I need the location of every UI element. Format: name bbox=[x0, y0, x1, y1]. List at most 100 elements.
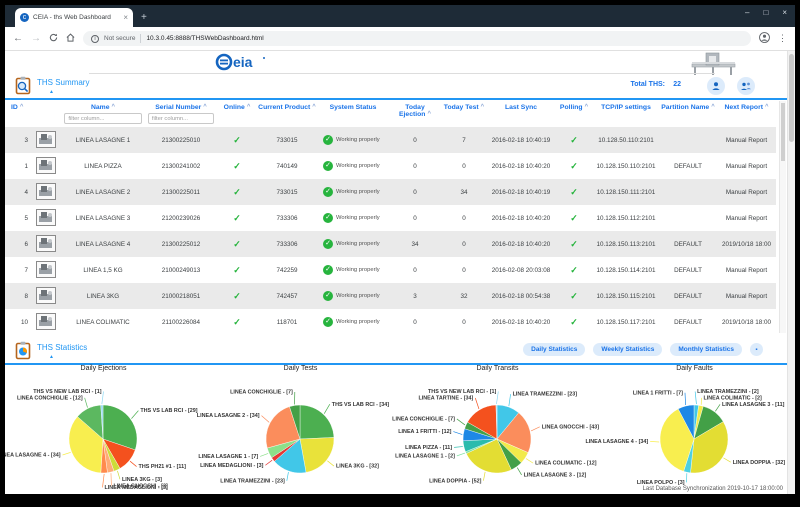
pie-slice-linea-3kg[interactable] bbox=[299, 437, 335, 473]
security-label: Not secure bbox=[104, 35, 136, 42]
slice-label: LINEA 1 FRITTI - [7] bbox=[633, 390, 683, 396]
column-header-polling[interactable]: Polling ^ bbox=[555, 101, 593, 127]
cell-today-test: 0 bbox=[462, 214, 466, 222]
filter-input[interactable] bbox=[147, 113, 215, 124]
cell-last-sync: 2016-02-18 10:40:20 bbox=[491, 214, 551, 222]
slice-label: LINEA LASAGNE 3 - [12] bbox=[524, 473, 587, 479]
cell-serial: 21000218051 bbox=[161, 292, 201, 300]
column-header-today-test[interactable]: Today Test ^ bbox=[441, 101, 487, 127]
cell-partition: DEFAULT bbox=[674, 292, 702, 300]
maximize-button[interactable]: □ bbox=[763, 8, 769, 17]
new-tab-button[interactable]: + bbox=[141, 12, 147, 23]
column-header-current-product[interactable]: Current Product ^ bbox=[257, 101, 317, 127]
column-header-id[interactable]: ID ^ bbox=[5, 101, 31, 127]
column-header-serial-number[interactable]: Serial Number ^ bbox=[145, 101, 217, 127]
statistics-collapse-arrow[interactable]: ▲ bbox=[49, 354, 54, 360]
column-header-name[interactable]: Name ^ bbox=[61, 101, 145, 127]
reload-button[interactable] bbox=[49, 33, 58, 45]
address-bar[interactable]: i Not secure 10.3.0.45:8888/THSWebDashbo… bbox=[83, 31, 751, 46]
cell-id: 4 bbox=[24, 188, 28, 196]
cell-serial: 21300225012 bbox=[161, 240, 201, 248]
table-row[interactable]: 4 LINEA LASAGNE 2 21300225011 ✓ 733015 ✓ Worki… bbox=[5, 179, 776, 205]
sort-caret-icon[interactable]: ^ bbox=[480, 104, 485, 110]
pie-slice-linea-doppia[interactable] bbox=[466, 438, 512, 474]
pie-slice-ths-vs-new-lab-rci[interactable] bbox=[495, 404, 498, 440]
slice-label: LINEA LASAGNE 4 - [34] bbox=[585, 439, 648, 445]
pie-slice-linea-conchiglie[interactable] bbox=[289, 404, 301, 440]
slice-label: LINEA LASAGNE 1 - [2] bbox=[395, 453, 455, 459]
pie-slice-ths-vs-new-lab-rci[interactable] bbox=[100, 404, 104, 440]
minimize-button[interactable]: – bbox=[745, 8, 750, 17]
sort-caret-icon[interactable]: ^ bbox=[246, 104, 251, 110]
cell-current-product: 740149 bbox=[276, 162, 298, 170]
table-row[interactable]: 10 LINEA COLIMATIC 21100226084 ✓ 118701 ✓ Work… bbox=[5, 309, 776, 335]
back-button[interactable]: ← bbox=[13, 32, 23, 44]
ths-thumbnail-image bbox=[36, 260, 56, 278]
cell-current-product: 733015 bbox=[276, 188, 298, 196]
browser-tab[interactable]: c CEIA - ths Web Dashboard × bbox=[15, 8, 133, 27]
status-text: Working properly bbox=[336, 215, 380, 221]
label-leader-line bbox=[117, 470, 121, 480]
table-scrollbar-thumb[interactable] bbox=[781, 103, 785, 161]
cell-tcpip: 10.128.150.115:2101 bbox=[596, 292, 656, 300]
column-header-online[interactable]: Online ^ bbox=[217, 101, 257, 127]
sort-caret-icon[interactable]: ^ bbox=[111, 104, 116, 110]
sort-caret-icon[interactable]: ^ bbox=[711, 104, 715, 110]
pie-slice-ths-vs-lab-rci[interactable] bbox=[299, 404, 335, 440]
home-button[interactable] bbox=[66, 32, 75, 45]
table-row[interactable]: 5 LINEA LASAGNE 3 21200239026 ✓ 733306 ✓ Worki… bbox=[5, 205, 776, 231]
slice-label: THS VS LAB RCI - [29] bbox=[140, 408, 197, 414]
summary-users-button[interactable] bbox=[737, 77, 755, 95]
label-leader-line bbox=[102, 473, 105, 488]
summary-collapse-arrow[interactable]: ▲ bbox=[49, 89, 54, 95]
table-row[interactable]: 8 LINEA 3KG 21000218051 ✓ 742457 ✓ Working pro… bbox=[5, 283, 776, 309]
label-leader-line bbox=[456, 452, 466, 457]
profile-button[interactable] bbox=[759, 30, 770, 48]
table-scrollbar[interactable] bbox=[779, 101, 786, 333]
menu-kebab-icon[interactable]: ⋮ bbox=[778, 33, 787, 43]
table-row[interactable]: 6 LINEA LASAGNE 4 21300225012 ✓ 733306 ✓ Worki… bbox=[5, 231, 776, 257]
column-header-partition-name[interactable]: Partition Name ^ bbox=[659, 101, 717, 127]
weekly-statistics-button[interactable]: Weekly Statistics bbox=[593, 343, 663, 356]
page-scrollbar[interactable] bbox=[787, 51, 795, 494]
pie-slice-linea-1-fritti[interactable] bbox=[677, 404, 695, 440]
pie-slice-linea-lasagne-2[interactable] bbox=[265, 406, 301, 449]
label-leader-line bbox=[525, 458, 534, 464]
pie-slice-linea-doppia[interactable] bbox=[690, 421, 729, 474]
column-header-next-report[interactable]: Next Report ^ bbox=[717, 101, 776, 127]
sort-caret-icon[interactable]: ^ bbox=[312, 104, 316, 110]
summary-user-button[interactable] bbox=[707, 77, 725, 95]
cell-image bbox=[31, 231, 61, 257]
cell-today-ejection: 34 bbox=[411, 240, 419, 248]
filter-input[interactable] bbox=[64, 113, 142, 124]
close-button[interactable]: × bbox=[782, 8, 787, 17]
label-leader-line bbox=[286, 471, 289, 481]
stats-more-button[interactable]: ▪ bbox=[750, 343, 763, 356]
sort-caret-icon[interactable]: ^ bbox=[203, 104, 207, 110]
table-row[interactable]: 7 LINEA 1,5 KG 21000249013 ✓ 742259 ✓ Working … bbox=[5, 257, 776, 283]
page-scrollbar-thumb[interactable] bbox=[789, 54, 794, 142]
column-header-today-ejection[interactable]: Today Ejection ^ bbox=[389, 101, 441, 127]
site-info-icon[interactable]: i bbox=[91, 34, 99, 43]
sort-caret-icon[interactable]: ^ bbox=[765, 104, 769, 110]
cell-last-sync: 2016-02-18 00:54:38 bbox=[491, 292, 551, 300]
monthly-statistics-button[interactable]: Monthly Statistics bbox=[670, 343, 742, 356]
column-label: Serial Number bbox=[155, 104, 202, 111]
ceia-logo: eia bbox=[215, 53, 267, 76]
sort-caret-icon[interactable]: ^ bbox=[427, 111, 431, 117]
table-row[interactable]: 1 LINEA PIZZA 21300241002 ✓ 740149 ✓ Working p… bbox=[5, 153, 776, 179]
sort-caret-icon[interactable]: ^ bbox=[19, 104, 24, 110]
slice-label: LINEA PIZZA - [11] bbox=[405, 445, 452, 451]
table-row[interactable]: 3 LINEA LASAGNE 1 21300225010 ✓ 733015 ✓ Worki… bbox=[5, 127, 776, 153]
table-header-row: ID^Name^Serial Number^Online^Current Pro… bbox=[5, 101, 776, 127]
pie-slice-linea-lasagne-4[interactable] bbox=[659, 408, 695, 472]
forward-button[interactable]: → bbox=[31, 32, 41, 44]
sort-caret-icon[interactable]: ^ bbox=[584, 104, 589, 110]
ths-summary-table: ID^Name^Serial Number^Online^Current Pro… bbox=[5, 101, 776, 335]
pie-slice-linea-lasagne-4[interactable] bbox=[68, 416, 104, 474]
svg-text:eia: eia bbox=[233, 54, 253, 70]
tab-close-icon[interactable]: × bbox=[123, 12, 128, 22]
check-icon: ✓ bbox=[570, 264, 578, 275]
pie-slice-ths-vs-lab-rci[interactable] bbox=[102, 404, 138, 451]
daily-statistics-button[interactable]: Daily Statistics bbox=[523, 343, 586, 356]
